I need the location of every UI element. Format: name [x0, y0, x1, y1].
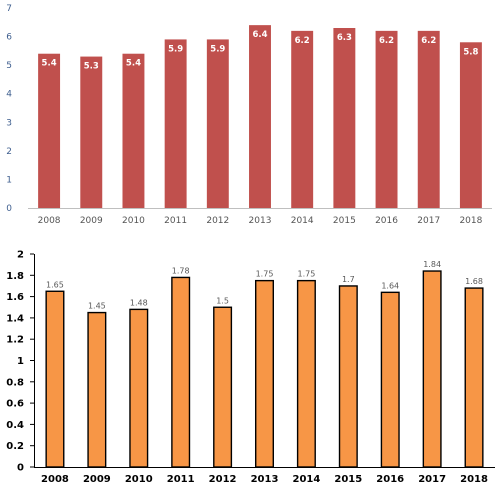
- x-tick-label: 2012: [209, 474, 237, 485]
- bar: [213, 306, 233, 468]
- y-tick-label: 2: [17, 250, 24, 261]
- x-tick-label: 2011: [164, 216, 187, 226]
- y-tick-label: 1.8: [6, 271, 24, 282]
- y-tick-label: 3: [6, 118, 12, 128]
- data-label: 6.2: [295, 36, 310, 46]
- bar: [422, 270, 442, 468]
- x-tick-label: 2008: [38, 216, 61, 226]
- bar: [464, 287, 484, 468]
- data-label: 1.48: [130, 298, 148, 307]
- y-tick-label: 0.2: [6, 441, 24, 452]
- data-label: 5.4: [126, 59, 141, 69]
- y-tick-label: 4: [6, 90, 12, 100]
- x-tick-label: 2017: [417, 216, 440, 226]
- x-tick-label: 2012: [206, 216, 229, 226]
- y-tick-label: 1.6: [6, 292, 24, 303]
- x-tick-label: 2008: [41, 474, 69, 485]
- bar: [375, 30, 398, 208]
- y-tick-label: 2: [6, 147, 12, 157]
- data-label: 1.68: [465, 277, 483, 286]
- data-label: 1.7: [342, 275, 355, 284]
- y-tick-label: 0.4: [6, 420, 24, 431]
- bottom-bar-chart: 0 0.2 0.4 0.6 0.8 1 1.2 1.4 1.6 1.8 2 1.65 2008 1.45 2…: [6, 250, 495, 485]
- bar: [291, 30, 314, 208]
- bar: [296, 279, 316, 468]
- x-tick-label: 2009: [83, 474, 111, 485]
- x-tick-label: 2018: [459, 216, 482, 226]
- y-tick-label: 1: [6, 175, 12, 185]
- x-tick-label: 2015: [333, 216, 356, 226]
- y-tick-label: 6: [6, 33, 12, 43]
- y-tick-label: 1: [17, 356, 24, 367]
- x-tick-label: 2010: [125, 474, 153, 485]
- x-tick-label: 2013: [251, 474, 279, 485]
- y-tick-label: 5: [6, 61, 12, 71]
- x-tick-label: 2010: [122, 216, 145, 226]
- x-tick-label: 2016: [376, 474, 404, 485]
- bar: [417, 30, 440, 208]
- data-label: 5.4: [42, 59, 57, 69]
- data-label: 5.9: [168, 44, 183, 54]
- bar: [249, 25, 271, 209]
- bar: [206, 39, 229, 208]
- data-label: 1.75: [298, 270, 316, 279]
- bar: [164, 39, 187, 208]
- data-label: 1.45: [88, 302, 106, 311]
- bar: [338, 285, 358, 468]
- bar: [171, 276, 191, 468]
- data-label: 5.9: [210, 44, 225, 54]
- data-label: 5.8: [463, 47, 478, 57]
- bar: [459, 42, 482, 209]
- y-tick-label: 0: [17, 463, 24, 474]
- y-tick-label: 0.6: [6, 399, 24, 410]
- data-label: 1.65: [46, 280, 64, 289]
- top-bar-chart: 0 1 2 3 4 5 6 7 5.4 2008 5.3 2009 5.4 2010 5.9 2011 5.9 2…: [6, 4, 492, 226]
- data-label: 1.64: [381, 281, 399, 290]
- data-label: 1.78: [172, 266, 190, 275]
- x-tick-label: 2014: [292, 474, 320, 485]
- bar: [87, 311, 107, 468]
- bar: [254, 279, 275, 468]
- y-tick-label: 1.2: [6, 335, 24, 346]
- bar: [122, 53, 145, 208]
- bar: [333, 28, 356, 208]
- y-tick-label: 7: [6, 4, 12, 14]
- x-tick-label: 2015: [334, 474, 362, 485]
- bar: [129, 308, 149, 468]
- x-tick-label: 2018: [460, 474, 488, 485]
- bar: [45, 290, 65, 468]
- data-label: 1.84: [423, 260, 441, 269]
- x-tick-label: 2016: [375, 216, 398, 226]
- y-tick-label: 0.8: [6, 377, 24, 388]
- x-tick-label: 2013: [249, 216, 272, 226]
- data-label: 6.2: [421, 36, 436, 46]
- data-label: 6.2: [379, 36, 394, 46]
- data-label: 6.3: [337, 33, 352, 43]
- data-label: 5.3: [84, 62, 99, 72]
- x-tick-label: 2009: [80, 216, 103, 226]
- y-tick-label: 0: [6, 204, 12, 214]
- bar: [380, 291, 400, 468]
- data-label: 1.75: [256, 270, 274, 279]
- x-tick-label: 2017: [418, 474, 446, 485]
- x-tick-label: 2014: [291, 216, 314, 226]
- data-label: 6.4: [252, 30, 267, 40]
- bar: [80, 56, 103, 209]
- x-tick-label: 2011: [167, 474, 195, 485]
- y-tick-label: 1.4: [6, 313, 24, 324]
- data-label: 1.5: [216, 296, 229, 305]
- bar: [38, 53, 61, 208]
